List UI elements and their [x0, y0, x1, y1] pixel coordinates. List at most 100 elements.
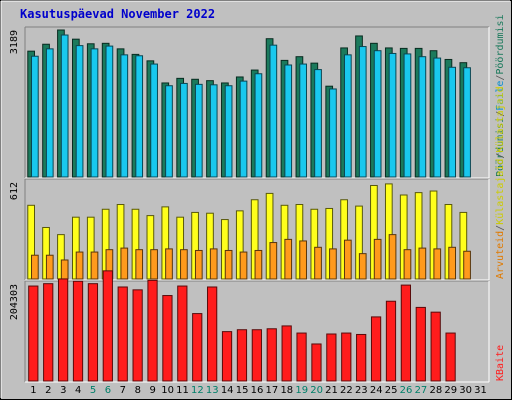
bar-top-faile-day-27 [418, 56, 427, 178]
bar-middle-arvuteid-day-8 [135, 249, 144, 280]
bar-bottom-kbaite-day-25 [385, 300, 397, 382]
bar-top-faile-day-2 [45, 48, 54, 178]
bar-top-faile-day-12 [194, 83, 203, 178]
bar-top-faile-day-22 [343, 54, 352, 178]
bar-bottom-kbaite-day-3 [57, 278, 69, 382]
bar-bottom-kbaite-day-13 [207, 286, 218, 382]
x-tick-label-11: 11 [176, 385, 189, 396]
x-tick-label-30: 30 [459, 385, 472, 396]
bar-middle-arvuteid-day-9 [150, 249, 158, 280]
x-tick-label-25: 25 [385, 385, 398, 396]
x-tick-label-15: 15 [236, 385, 249, 396]
bar-top-faile-day-7 [120, 54, 129, 178]
bar-bottom-kbaite-day-23 [356, 333, 367, 382]
panel-bottom-side-label-part-0: KBaite [495, 345, 506, 381]
x-tick-label-27: 27 [415, 385, 428, 396]
panel-middle-side-label-part-3: / [495, 153, 506, 159]
bar-top-faile-day-3 [60, 34, 69, 178]
bar-middle-arvuteid-day-3 [60, 259, 69, 280]
bar-bottom-kbaite-day-8 [132, 289, 143, 382]
bar-top-faile-day-26 [403, 53, 412, 178]
bar-top-faile-day-10 [165, 85, 173, 178]
bar-middle-arvuteid-day-7 [120, 247, 129, 280]
bar-middle-arvuteid-day-21 [329, 248, 337, 280]
panel-middle-side-label-part-1: / [495, 225, 506, 231]
bar-middle-arvuteid-day-5 [90, 251, 99, 280]
bar-middle-arvuteid-day-30 [463, 250, 471, 280]
panel-top-side-label-part-0: Pöördumisi [495, 117, 506, 177]
bar-top-faile-day-13 [209, 84, 218, 178]
bar-top-faile-day-15 [239, 80, 248, 178]
x-tick-label-24: 24 [370, 385, 383, 396]
bar-middle-arvuteid-day-13 [209, 248, 218, 280]
bar-top-faile-day-20 [314, 69, 322, 178]
panel-top-side-label-part-3: / [495, 75, 506, 81]
bar-middle-arvuteid-day-18 [284, 238, 293, 280]
x-tick-label-13: 13 [206, 385, 219, 396]
bar-top-faile-day-28 [433, 57, 442, 178]
bar-top-faile-day-30 [463, 67, 471, 178]
x-tick-label-17: 17 [266, 385, 279, 396]
bar-bottom-kbaite-day-12 [192, 313, 203, 382]
bar-top-faile-day-29 [448, 66, 457, 178]
x-tick-label-1: 1 [30, 385, 36, 396]
panel-middle-side-label: Arvuteid/Külastajaid/Külastajaid [495, 86, 506, 279]
panel-top-side-label: Pöördumisi/Faile/Pöördumisi [495, 14, 506, 177]
bar-bottom-kbaite-day-4 [72, 280, 84, 382]
x-tick-label-26: 26 [400, 385, 413, 396]
bar-bottom-kbaite-day-26 [400, 284, 412, 382]
bar-middle-arvuteid-day-26 [403, 249, 412, 280]
panel-middle-ymax-label: 612 [9, 182, 20, 200]
bar-top-faile-day-9 [150, 63, 158, 178]
bar-bottom-kbaite-day-2 [43, 283, 54, 382]
bar-middle-arvuteid-day-20 [314, 246, 322, 280]
panel-top-side-label-part-4: Pöördumisi [495, 14, 506, 74]
panel-middle-side-label-part-0: Arvuteid [495, 231, 506, 279]
x-tick-label-9: 9 [149, 385, 155, 396]
bar-bottom-kbaite-day-1 [28, 285, 39, 382]
x-tick-label-28: 28 [429, 385, 442, 396]
bar-middle-arvuteid-day-2 [45, 254, 54, 280]
bar-middle-arvuteid-day-19 [299, 240, 307, 280]
bar-middle-arvuteid-day-11 [180, 249, 188, 280]
bar-middle-arvuteid-day-12 [194, 249, 203, 280]
x-tick-label-3: 3 [60, 385, 66, 396]
bar-bottom-kbaite-day-16 [251, 329, 262, 382]
panel-middle-side-label-part-2: Külastajaid [495, 159, 506, 225]
x-tick-label-5: 5 [90, 385, 96, 396]
bar-top-faile-day-17 [269, 44, 278, 178]
bar-bottom-kbaite-day-27 [415, 306, 426, 382]
bar-bottom-kbaite-day-9 [147, 279, 158, 382]
x-tick-label-22: 22 [340, 385, 353, 396]
bar-bottom-kbaite-day-11 [177, 285, 188, 382]
bar-bottom-kbaite-day-6 [102, 270, 113, 382]
bar-bottom-kbaite-day-17 [266, 328, 277, 382]
bar-middle-arvuteid-day-27 [418, 247, 427, 280]
bar-middle-arvuteid-day-10 [165, 248, 173, 280]
bar-bottom-kbaite-day-28 [430, 311, 441, 382]
bar-bottom-kbaite-day-20 [311, 343, 322, 382]
panel-bottom-side-label: KBaite [495, 345, 506, 381]
bar-middle-arvuteid-day-1 [31, 254, 39, 280]
bar-middle-arvuteid-day-16 [254, 249, 263, 280]
x-tick-label-29: 29 [444, 385, 457, 396]
x-tick-label-8: 8 [135, 385, 141, 396]
bar-bottom-kbaite-day-7 [117, 286, 128, 382]
bar-bottom-kbaite-day-15 [236, 329, 248, 382]
bar-top-faile-day-19 [299, 63, 307, 178]
x-tick-label-10: 10 [161, 385, 174, 396]
bar-top-faile-day-14 [224, 85, 233, 178]
x-tick-label-6: 6 [105, 385, 111, 396]
bar-top-faile-day-16 [254, 73, 263, 178]
chart-title: Kasutuspäevad November 2022 [20, 7, 215, 21]
x-tick-label-18: 18 [280, 385, 293, 396]
bar-bottom-kbaite-day-19 [296, 332, 307, 382]
x-tick-label-21: 21 [325, 385, 338, 396]
panel-top-side-label-part-1: / [495, 111, 506, 117]
panel-middle-side-label-part-4: Külastajaid [495, 86, 506, 152]
bar-bottom-kbaite-day-22 [341, 332, 352, 382]
bar-middle-arvuteid-day-15 [239, 251, 248, 280]
bar-top-faile-day-11 [180, 82, 188, 178]
